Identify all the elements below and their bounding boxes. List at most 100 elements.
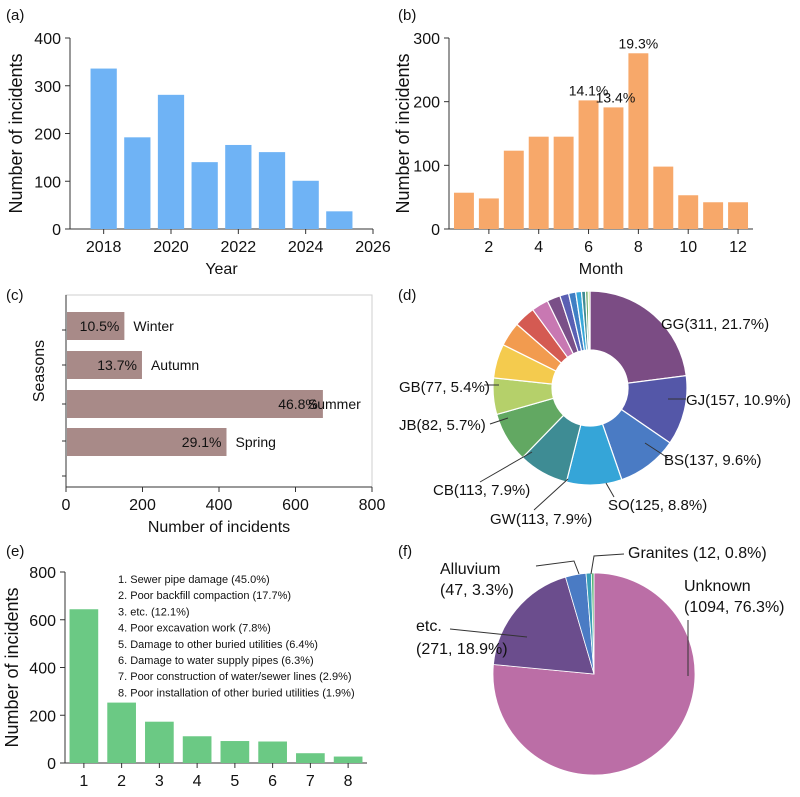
legend-item: 3. etc. (12.1%) xyxy=(118,606,190,618)
x-tick-label: 2022 xyxy=(221,239,257,256)
bar xyxy=(703,202,724,229)
bar xyxy=(67,390,323,418)
legend-item: 4. Poor excavation work (7.8%) xyxy=(118,623,271,635)
bar xyxy=(653,166,674,229)
bar xyxy=(182,736,212,763)
x-axis-title: Year xyxy=(205,261,238,278)
y-axis-title: Number of incidents xyxy=(6,53,26,213)
x-tick-label: 8 xyxy=(344,773,353,790)
season-label: Autumn xyxy=(151,357,199,373)
bar xyxy=(124,137,151,229)
x-tick-label: 2 xyxy=(484,239,493,256)
chart-c-seasons: 0 200 400 600 800 10.5% Winter 13.7% Autumn 46.8%… xyxy=(31,294,385,536)
chart-d-region-donut: GG(311, 21.7%) GJ(157, 10.9%) BS(137, 9.6%… xyxy=(399,290,791,528)
x-tick-label: 0 xyxy=(62,497,71,514)
slice-label: GB(77, 5.4%) xyxy=(399,379,490,396)
y-tick-label: 300 xyxy=(34,79,61,96)
x-tick-label: 5 xyxy=(230,773,239,790)
slice-label: BS(137, 9.6%) xyxy=(664,452,762,469)
slice-label: CB(113, 7.9%) xyxy=(433,482,530,499)
bar-percent-label: 13.7% xyxy=(97,357,137,373)
bar xyxy=(258,152,286,229)
x-tick-label: 8 xyxy=(634,239,643,256)
pie-slice xyxy=(493,576,595,675)
bar xyxy=(553,136,574,229)
x-tick-label: 7 xyxy=(306,773,315,790)
y-axis-title: Number of incidents xyxy=(2,587,22,747)
x-tick-label: 600 xyxy=(282,497,309,514)
chart-b-month: 0 100 200 300 2 4 6 8 10 12 Month Number of inciden… xyxy=(393,31,753,278)
leader-line xyxy=(479,451,533,483)
leader-line xyxy=(449,628,528,638)
legend-item: 7. Poor construction of water/sewer line… xyxy=(118,671,352,683)
x-tick-label: 2024 xyxy=(288,239,324,256)
bar xyxy=(578,100,599,229)
bar xyxy=(90,68,117,229)
bar-percent-label: 46.8% xyxy=(278,396,318,412)
slice-label: JB(82, 5.7%) xyxy=(399,417,486,434)
data-label: 13.4% xyxy=(596,89,636,105)
chart-e-causes: 0 200 400 600 800 1 2 3 4 5 6 7 8 Number of incidents… xyxy=(2,565,367,790)
panel-label-c: (c) xyxy=(6,287,24,304)
y-tick-label: 300 xyxy=(413,31,440,48)
slice-label: Unknown xyxy=(684,578,751,595)
leader-line xyxy=(489,417,509,425)
data-label: 14.1% xyxy=(569,82,609,98)
y-axis-title: Seasons xyxy=(31,340,48,402)
leader-line xyxy=(535,560,580,575)
slice-label: GJ(157, 10.9%) xyxy=(686,392,791,409)
y-tick-label: 100 xyxy=(413,158,440,175)
slice-label: GW(113, 7.9%) xyxy=(490,511,592,528)
season-label: Winter xyxy=(133,318,174,334)
donut-slice xyxy=(589,290,687,384)
bar xyxy=(292,180,319,229)
slice-label: (47, 3.3%) xyxy=(440,582,514,599)
leader-line xyxy=(644,442,669,459)
bar xyxy=(326,211,353,229)
legend-item: 8. Poor installation of other buried uti… xyxy=(118,687,355,699)
y-tick-label: 600 xyxy=(29,613,56,630)
bar xyxy=(220,741,250,763)
slice-label: SO(125, 8.8%) xyxy=(608,497,707,514)
x-tick-label: 1 xyxy=(79,773,88,790)
x-tick-label: 2026 xyxy=(355,239,391,256)
panel-label-b: (b) xyxy=(398,7,416,24)
bar xyxy=(478,198,499,229)
legend-item: 6. Damage to water supply pipes (6.3%) xyxy=(118,655,314,667)
leader-line xyxy=(590,553,625,575)
legend-item: 2. Poor backfill compaction (17.7%) xyxy=(118,590,291,602)
bar xyxy=(628,53,649,229)
y-tick-label: 0 xyxy=(52,222,61,239)
leader-line xyxy=(533,478,569,511)
x-tick-label: 6 xyxy=(584,239,593,256)
y-tick-label: 0 xyxy=(47,756,56,773)
bar xyxy=(107,702,136,763)
bar xyxy=(145,721,174,763)
chart-f-geology-pie: Unknown (1094, 76.3%) etc. (271, 18.9%) Allu… xyxy=(416,545,785,776)
season-label: Spring xyxy=(236,434,276,450)
x-tick-label: 12 xyxy=(729,239,747,256)
x-axis-title: Number of incidents xyxy=(148,519,290,536)
y-tick-label: 200 xyxy=(413,95,440,112)
bar xyxy=(296,753,325,763)
donut-slice xyxy=(587,290,591,351)
bar xyxy=(603,107,624,229)
bar xyxy=(333,756,363,763)
y-axis-title: Number of incidents xyxy=(393,53,413,213)
bar xyxy=(67,351,142,379)
bar xyxy=(67,312,125,340)
x-tick-label: 2 xyxy=(117,773,126,790)
bar-percent-label: 29.1% xyxy=(182,434,222,450)
x-tick-label: 3 xyxy=(155,773,164,790)
legend-item: 5. Damage to other buried utilities (6.4… xyxy=(118,639,318,651)
slice-label: (1094, 76.3%) xyxy=(684,599,785,616)
bar xyxy=(503,150,524,229)
y-tick-label: 800 xyxy=(29,565,56,582)
x-tick-label: 400 xyxy=(206,497,233,514)
chart-a-year: 0 100 200 300 400 2018 2020 2022 2024 2026 Year Num… xyxy=(6,31,391,278)
x-axis-title: Month xyxy=(579,261,623,278)
season-label: Summer xyxy=(308,396,361,412)
panel-label-e: (e) xyxy=(6,543,24,560)
leader-line xyxy=(605,482,615,498)
